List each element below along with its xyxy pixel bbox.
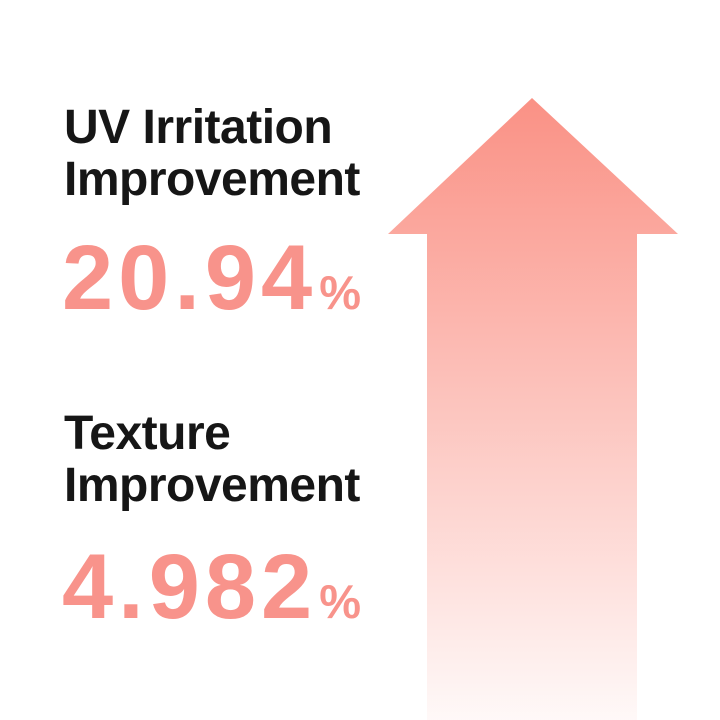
- uv-irritation-heading: UV Irritation Improvement: [64, 102, 360, 206]
- uv-irritation-value: 20.94%: [62, 232, 361, 339]
- texture-percent-sign: %: [319, 575, 362, 628]
- texture-value: 4.982%: [62, 541, 361, 648]
- uv-irritation-percent-sign: %: [319, 266, 362, 319]
- uv-irritation-value-number: 20.94: [62, 227, 318, 329]
- texture-heading-line1: Texture: [64, 407, 231, 460]
- uv-irritation-heading-line2: Improvement: [64, 153, 360, 206]
- texture-heading-line2: Improvement: [64, 459, 360, 512]
- uv-irritation-heading-line1: UV Irritation: [64, 101, 333, 154]
- texture-heading: Texture Improvement: [64, 408, 360, 512]
- texture-value-number: 4.982: [62, 536, 318, 638]
- arrow-shape: [388, 98, 678, 720]
